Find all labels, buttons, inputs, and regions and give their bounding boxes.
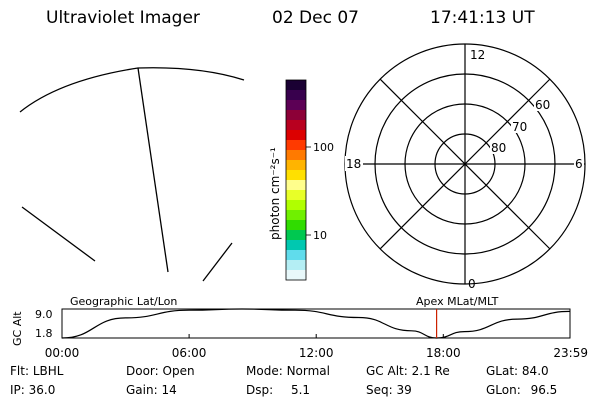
status-seq: Seq: 39 [366,383,412,397]
colorbar-band [286,210,306,221]
status-door: Door: Open [126,364,195,378]
colorbar-band [286,140,306,151]
door-value: Open [162,364,195,378]
colorbar-frame [285,79,307,281]
colorbar-band [286,120,306,131]
lat-label-80-bg [490,140,508,154]
glon-label: GLon: [486,383,521,397]
timeline-x-tick-label: 23:59 [553,346,588,360]
timeline-x-tick-label: 06:00 [172,346,207,360]
altitude-curve [61,308,571,339]
lat-label-70-bg [511,119,529,133]
colorbar-band [286,190,306,201]
mlt-label-12-bg [468,48,484,61]
lat-label-60: 60 [535,98,550,112]
mode-value: Normal [286,364,330,378]
polar-diagonal-2 [379,78,551,250]
mlt-label-6: 6 [575,157,583,171]
colorbar-band [286,150,306,161]
map-left-line [21,206,96,262]
status-gain: Gain: 14 [126,383,177,397]
lat-label-70: 70 [512,120,527,134]
timeline-y-tick-max: 9.0 [35,308,53,321]
dsp-value: 5.1 [290,383,311,397]
dsp-label: Dsp: [246,383,274,397]
timeline-y-label: GC Alt [11,311,24,346]
colorbar-band [286,230,306,241]
colorbar [286,80,306,281]
colorbar-band [286,270,306,281]
glat-label: GLat: [486,364,519,378]
time-label: 17:41:13 UT [430,8,535,28]
flt-label: Flt: [10,364,29,378]
timeline-left-title: Geographic Lat/Lon [70,295,177,308]
door-label: Door: [126,364,159,378]
timeline-x-tick-label: 00:00 [45,346,80,360]
status-gcalt: GC Alt: 2.1 Re [366,364,450,378]
glon-value: 96.5 [530,383,558,397]
date-label: 02 Dec 07 [272,8,359,28]
lat-label-80: 80 [491,141,506,155]
timeline-x-tick-label: 12:00 [299,346,334,360]
ip-value: 36.0 [28,383,56,397]
flt-value: LBHL [32,364,64,378]
status-glon: GLon: 96.5 [486,383,557,397]
geographic-map [19,67,245,282]
glat-value: 84.0 [521,364,549,378]
status-glat: GLat: 84.0 [486,364,549,378]
colorbar-band [286,250,306,261]
colorbar-band [286,80,306,91]
colorbar-tick-10: 10 [313,229,327,242]
status-ip: IP: 36.0 [10,383,55,397]
map-right-line [202,242,233,282]
seq-value: 39 [396,383,412,397]
colorbar-tick-100: 100 [313,141,334,154]
seq-label: Seq: [366,383,393,397]
status-flt: Flt: LBHL [10,364,63,378]
gcalt-value: 2.1 Re [411,364,450,378]
map-limb-arc [19,67,245,113]
mlt-label-12: 12 [470,48,485,62]
timeline-ticks [61,334,571,338]
timeline-y-tick-min: 1.8 [35,327,53,340]
colorbar-band [286,160,306,171]
colorbar-unit-label: photon cm⁻²s⁻¹ [268,147,282,240]
gcalt-label: GC Alt: [366,364,408,378]
colorbar-band [286,200,306,211]
gain-value: 14 [161,383,177,397]
instrument-title: Ultraviolet Imager [46,8,200,28]
colorbar-band [286,220,306,231]
polar-plot [344,43,586,285]
mlt-label-18: 18 [346,157,361,171]
colorbar-band [286,90,306,101]
status-dsp: Dsp: 5.1 [246,383,310,397]
status-mode: Mode: Normal [246,364,330,378]
colorbar-band [286,170,306,181]
mlt-label-6-bg [574,156,584,171]
ip-label: IP: [10,383,25,397]
mlt-label-0: 0 [468,277,476,291]
colorbar-band [286,130,306,141]
timeline-right-title: Apex MLat/MLT [416,295,499,308]
gain-label: Gain: [126,383,158,397]
colorbar-band [286,240,306,251]
map-meridian-line [137,67,169,273]
colorbar-band [286,100,306,111]
timeline-x-tick-label: 18:00 [426,346,461,360]
colorbar-band [286,180,306,191]
mlt-label-18-bg [345,156,363,171]
colorbar-band [286,110,306,121]
mode-label: Mode: [246,364,283,378]
colorbar-band [286,260,306,271]
lat-label-60-bg [534,97,552,111]
